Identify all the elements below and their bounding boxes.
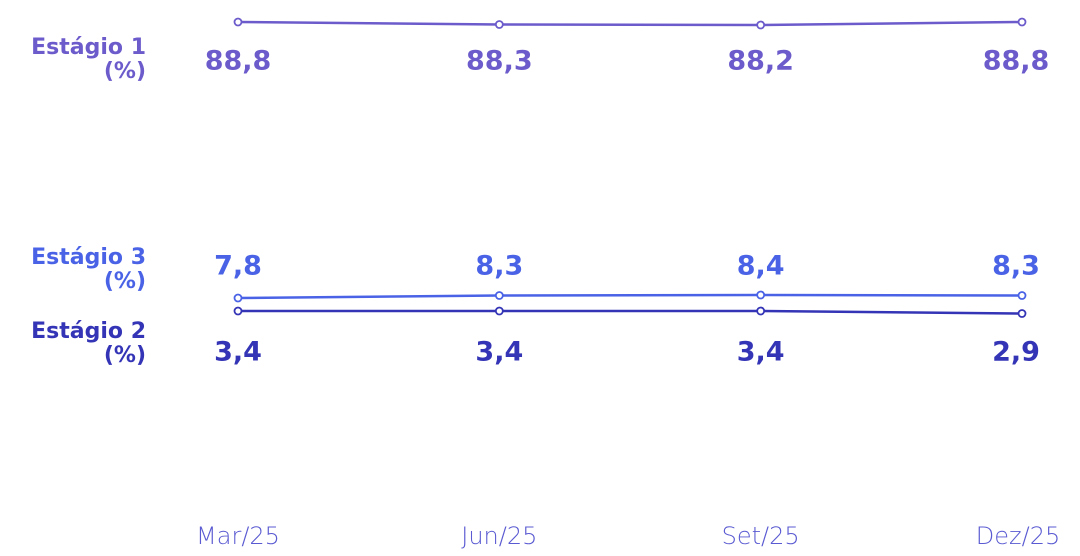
point bbox=[494, 306, 504, 316]
point bbox=[233, 17, 243, 27]
value-label: 3,4 bbox=[214, 337, 262, 368]
value-label: 7,8 bbox=[214, 251, 262, 282]
value-label: 3,4 bbox=[737, 337, 785, 368]
series-line bbox=[238, 309, 1023, 315]
x-tick-label: Set/25 bbox=[722, 522, 800, 550]
value-label: 3,4 bbox=[475, 337, 523, 368]
x-tick-label: Dez/25 bbox=[976, 522, 1060, 550]
point bbox=[756, 306, 766, 316]
point bbox=[1017, 17, 1027, 27]
series-name: Estágio 3 (%) bbox=[31, 245, 146, 294]
point bbox=[756, 290, 766, 300]
series-line bbox=[237, 293, 1023, 300]
value-label: 88,3 bbox=[466, 46, 533, 77]
point bbox=[233, 293, 243, 303]
x-tick-label: Jun/25 bbox=[461, 522, 537, 550]
series-line bbox=[237, 20, 1023, 27]
value-label: 88,2 bbox=[727, 46, 794, 77]
value-label: 8,3 bbox=[475, 251, 523, 282]
point bbox=[756, 20, 766, 30]
point bbox=[1017, 309, 1027, 318]
value-label: 8,4 bbox=[737, 251, 785, 282]
point bbox=[1017, 291, 1027, 300]
point bbox=[494, 20, 504, 29]
series-name: Estágio 1 (%) bbox=[31, 35, 146, 84]
value-label: 88,8 bbox=[983, 46, 1050, 77]
value-label: 2,9 bbox=[992, 337, 1040, 368]
series-name: Estágio 2 (%) bbox=[31, 319, 146, 368]
x-tick-label: Mar/25 bbox=[196, 522, 280, 550]
value-label: 8,3 bbox=[992, 251, 1040, 282]
point bbox=[494, 291, 504, 300]
value-label: 88,8 bbox=[205, 46, 272, 77]
point bbox=[233, 306, 243, 316]
